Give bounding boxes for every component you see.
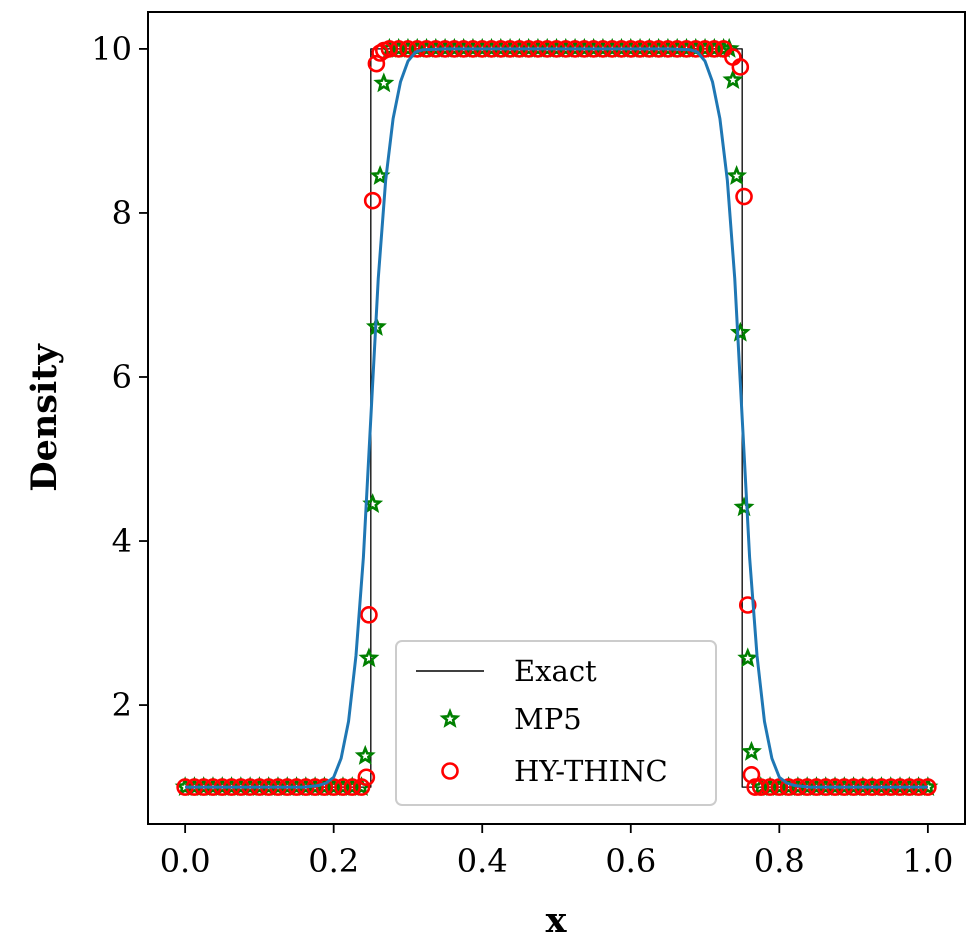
hy-thinc-marker: [389, 40, 408, 58]
hy-thinc-marker: [761, 778, 779, 796]
hy-thinc-marker: [352, 778, 371, 796]
hy-thinc-marker: [357, 768, 376, 787]
x-tick-label: 0.0: [160, 842, 211, 880]
y-tick-label: 8: [112, 194, 132, 232]
mp5-marker: [729, 321, 751, 342]
hy-thinc-marker: [334, 778, 352, 796]
hy-thinc-marker: [360, 606, 378, 624]
axes: 0.0 0.2 0.4 0.6 0.8 1.0 2 4 6 8 10: [91, 11, 966, 880]
hy-thinc-marker: [751, 778, 770, 796]
x-axis-label: x: [546, 900, 568, 941]
hy-thinc-marker: [705, 40, 724, 58]
hy-thinc-marker: [399, 40, 417, 58]
mp5-marker: [358, 647, 380, 668]
mp5-marker: [737, 647, 759, 668]
legend-entry-label: Exact: [514, 654, 597, 688]
mp5-marker: [741, 740, 762, 761]
y-tick-label: 2: [112, 686, 132, 724]
mp5-marker: [722, 69, 744, 89]
hy-thinc-marker: [731, 58, 750, 76]
legend-box: [395, 640, 717, 806]
hy-thinc-marker: [324, 778, 343, 796]
mp5-marker: [713, 37, 735, 58]
hy-thinc-marker: [367, 54, 386, 73]
mp5-marker: [733, 496, 755, 517]
mp5-marker: [726, 165, 748, 185]
legend-entry-label: MP5: [514, 702, 582, 736]
hy-thinc-marker: [380, 40, 399, 58]
mp5-marker: [373, 72, 395, 93]
x-tick-label: 0.2: [308, 842, 359, 880]
legend: Exact MP5 HY-THINC: [395, 640, 717, 806]
x-tick-label: 0.4: [457, 842, 508, 880]
hy-thinc-marker: [742, 765, 761, 784]
plot-area: [174, 37, 939, 796]
legend-entry-label: HY-THINC: [514, 754, 668, 788]
y-tick-label: 6: [112, 358, 132, 396]
legend-hy-thinc-swatch: [441, 762, 459, 780]
hy-thinc-marker: [696, 40, 714, 58]
y-tick-label: 10: [91, 30, 132, 68]
legend-mp5-swatch: [439, 708, 461, 728]
x-tick-label: 1.0: [902, 842, 953, 880]
hy-thinc-marker: [738, 596, 757, 614]
blue-series-line: [185, 47, 928, 789]
mp5-marker: [917, 776, 939, 796]
plot-frame: [147, 11, 966, 825]
hy-thinc-marker: [770, 778, 789, 796]
mp5-marker: [354, 744, 376, 765]
hy-thinc-marker: [343, 778, 362, 796]
y-tick-label: 4: [112, 522, 132, 560]
x-tick-label: 0.6: [605, 842, 656, 880]
hy-thinc-marker: [363, 191, 382, 210]
y-axis-label: Density: [24, 343, 65, 492]
x-tick-label: 0.8: [754, 842, 805, 880]
hy-thinc-marker: [735, 187, 753, 206]
